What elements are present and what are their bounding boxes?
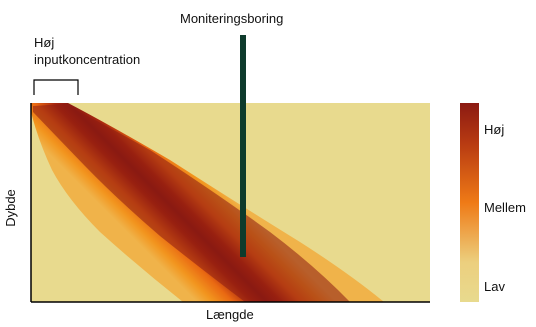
input-bracket (33, 79, 79, 95)
legend-medium-label: Mellem (484, 200, 526, 215)
legend-low-label: Lav (484, 279, 505, 294)
plume-core (33, 104, 350, 302)
y-axis-label: Dybde (2, 189, 18, 227)
legend-high-label: Høj (484, 122, 505, 137)
input-label-line1: Høj (34, 35, 55, 50)
legend-colorbar (460, 103, 479, 302)
x-axis-label: Længde (206, 307, 254, 322)
input-label-line2: inputkoncentration (34, 52, 141, 67)
well-label: Moniteringsboring (180, 11, 284, 26)
monitoring-well (240, 35, 246, 257)
